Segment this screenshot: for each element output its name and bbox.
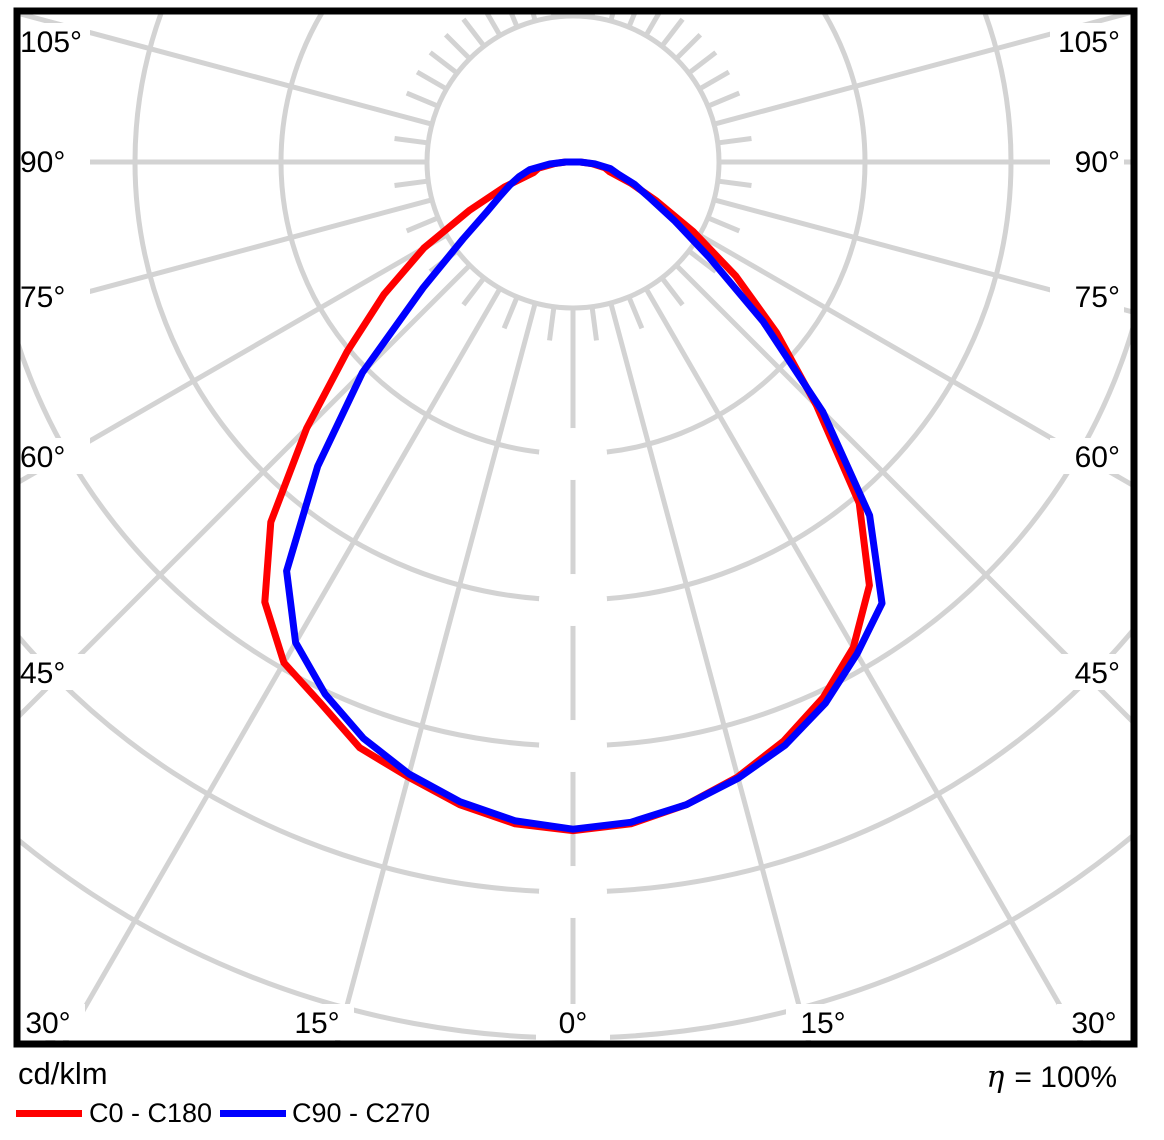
angle-label-backing [16, 278, 90, 314]
diagram-border [13, 7, 1138, 1048]
units-label: cd/klm [18, 1056, 108, 1091]
angle-label-backing [16, 23, 90, 59]
grid-tick [706, 215, 741, 234]
grid-tick [394, 178, 429, 188]
angle-tick-label: 105° [1058, 26, 1120, 59]
angle-tick-label: 45° [1075, 657, 1120, 690]
grid-tick [659, 17, 685, 48]
efficiency-text: = 100% [1014, 1061, 1117, 1094]
grid-tick [659, 276, 685, 307]
grid-radial-line [713, 197, 1132, 315]
grid-tick [643, 13, 662, 37]
angle-label-backing [16, 438, 90, 474]
grid-tick [461, 17, 487, 48]
angle-tick-label: 75° [20, 281, 65, 314]
angle-label-backing [786, 1004, 860, 1040]
curve-c90-c270 [283, 158, 886, 833]
grid-tick [484, 13, 503, 37]
grid-radial-line [713, 13, 1132, 127]
grid-radial-line [698, 232, 1132, 488]
angle-label-backing [1050, 438, 1124, 474]
grid-tick [428, 50, 459, 76]
grid-tick [687, 248, 718, 274]
grid-radial-line [19, 197, 433, 314]
angle-tick-label: 60° [20, 441, 65, 474]
grid-tick [717, 178, 752, 188]
efficiency-value: η = 100% [986, 1060, 1117, 1095]
legend-swatch-c0-c180 [16, 1110, 82, 1117]
grid-tick [698, 69, 731, 92]
angle-tick-label: 60° [1075, 441, 1120, 474]
legend-label-c90-c270: C90 - C270 [292, 1098, 431, 1128]
angle-tick-label: 15° [800, 1007, 845, 1040]
angle-label-backing [536, 1004, 610, 1040]
legend-swatch-c90-c270 [220, 1110, 286, 1117]
grid-tick [547, 306, 557, 341]
grid-tick [589, 306, 599, 341]
angle-tick-label: 45° [20, 657, 65, 690]
grid-tick [501, 295, 520, 330]
grid-tick [405, 215, 440, 234]
legend: C0 - C180 C90 - C270 [0, 1096, 1164, 1132]
grid-radial-line [19, 13, 433, 127]
angle-tick-label: 90° [1075, 146, 1120, 179]
grid-tick [415, 69, 448, 92]
angle-label-backing [1050, 143, 1124, 179]
angle-label-backing [16, 654, 90, 690]
grid-tick [706, 90, 741, 109]
eta-symbol: η [986, 1060, 1005, 1095]
grid-tick [405, 90, 440, 109]
grid-tick [608, 13, 616, 22]
angle-label-backing [11, 1004, 85, 1040]
ring-value-label-gap [539, 720, 607, 772]
angle-tick-label: 30° [25, 1007, 70, 1040]
grid-radial-line [608, 302, 812, 1042]
grid-radial-line [62, 287, 503, 1042]
grid-tick [443, 32, 472, 61]
angle-tick-label: 30° [1071, 1007, 1116, 1040]
ring-value-label-gap [539, 866, 607, 918]
polar-diagram: 105° 90° 75° 60° 45° 105° 90° 75° 60° 45° 30° 15° 0°… [11, 7, 1138, 1048]
angle-label-backing [1050, 654, 1124, 690]
angle-tick-label: 105° [20, 26, 82, 59]
angle-label-backing [280, 1004, 354, 1040]
angle-label-backing [1050, 278, 1124, 314]
grid-tick [394, 136, 429, 146]
grid-ring [19, 321, 1132, 749]
angle-label-backing [1057, 1004, 1131, 1040]
grid-tick [461, 276, 487, 307]
grid-tick [687, 50, 718, 76]
grid-tick [626, 295, 645, 330]
grid-radial-line [334, 302, 538, 1042]
grid-tick [674, 32, 703, 61]
angle-tick-label: 15° [294, 1007, 339, 1040]
grid-tick [626, 13, 638, 29]
ring-value-label-gap [539, 428, 607, 480]
angle-tick-label: 0° [559, 1007, 588, 1040]
grid-tick [530, 13, 538, 22]
angle-tick-label: 75° [1075, 281, 1120, 314]
angle-label-backing [16, 143, 90, 179]
grid-tick [508, 13, 520, 29]
grid-radial-line [643, 287, 1084, 1042]
grid-tick [717, 136, 752, 146]
angle-label-backing [1050, 23, 1124, 59]
grid-radial-line [674, 263, 1132, 725]
angle-tick-label: 90° [20, 146, 65, 179]
grid-radial-line [19, 232, 448, 485]
legend-label-c0-c180: C0 - C180 [89, 1098, 213, 1128]
ring-value-label-gap [539, 574, 607, 626]
